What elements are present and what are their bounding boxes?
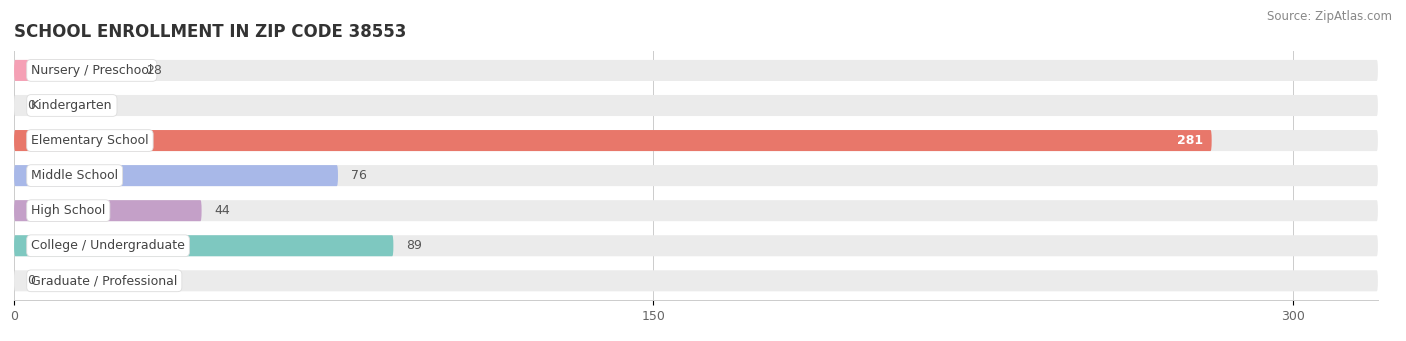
Text: Graduate / Professional: Graduate / Professional (31, 274, 177, 287)
Text: 0: 0 (27, 99, 35, 112)
Text: High School: High School (31, 204, 105, 217)
FancyBboxPatch shape (14, 165, 1378, 186)
Text: Kindergarten: Kindergarten (31, 99, 112, 112)
Text: 44: 44 (214, 204, 231, 217)
FancyBboxPatch shape (14, 200, 201, 221)
FancyBboxPatch shape (14, 200, 1378, 221)
Text: Nursery / Preschool: Nursery / Preschool (31, 64, 152, 77)
Text: Middle School: Middle School (31, 169, 118, 182)
Text: 281: 281 (1177, 134, 1204, 147)
FancyBboxPatch shape (14, 60, 134, 81)
Text: SCHOOL ENROLLMENT IN ZIP CODE 38553: SCHOOL ENROLLMENT IN ZIP CODE 38553 (14, 23, 406, 41)
FancyBboxPatch shape (14, 95, 1378, 116)
FancyBboxPatch shape (14, 165, 337, 186)
Text: College / Undergraduate: College / Undergraduate (31, 239, 186, 252)
FancyBboxPatch shape (14, 130, 1212, 151)
FancyBboxPatch shape (14, 60, 1378, 81)
Text: 89: 89 (406, 239, 422, 252)
Text: 0: 0 (27, 274, 35, 287)
Text: Elementary School: Elementary School (31, 134, 149, 147)
FancyBboxPatch shape (14, 130, 1378, 151)
FancyBboxPatch shape (14, 235, 394, 256)
Text: Source: ZipAtlas.com: Source: ZipAtlas.com (1267, 10, 1392, 23)
Text: 76: 76 (350, 169, 367, 182)
FancyBboxPatch shape (14, 270, 1378, 291)
Text: 28: 28 (146, 64, 162, 77)
FancyBboxPatch shape (14, 235, 1378, 256)
